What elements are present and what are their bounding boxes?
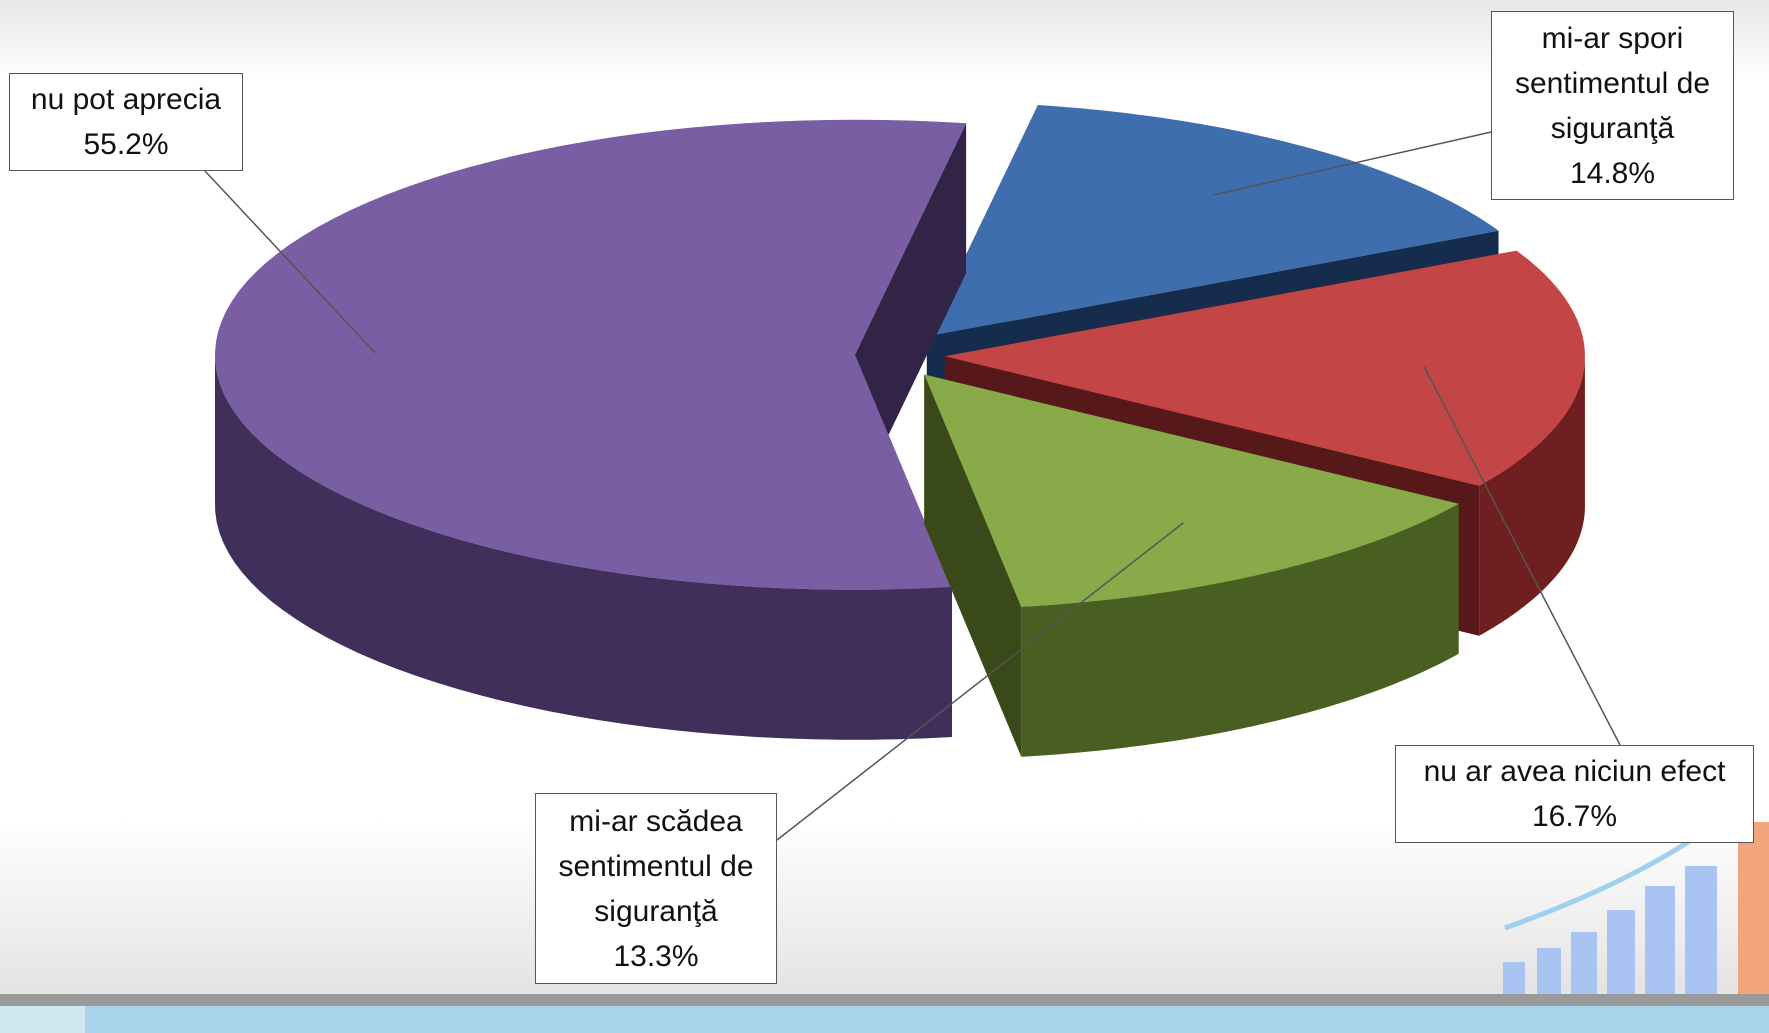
value-label: 16.7%	[1396, 794, 1753, 839]
decoration	[0, 820, 1769, 1033]
value-label: 13.3%	[536, 934, 776, 979]
category-label: mi-ar spori sentimentul de siguranţă	[1492, 16, 1733, 151]
value-label: 55.2%	[10, 122, 242, 167]
category-label: nu ar avea niciun efect	[1396, 749, 1753, 794]
slide: mi-ar spori sentimentul de siguranţă14.8…	[0, 0, 1769, 1033]
value-label: 14.8%	[1492, 151, 1733, 196]
pie	[215, 105, 1585, 757]
category-label: nu pot aprecia	[10, 77, 242, 122]
category-label: mi-ar scădea sentimentul de siguranţă	[536, 799, 776, 934]
